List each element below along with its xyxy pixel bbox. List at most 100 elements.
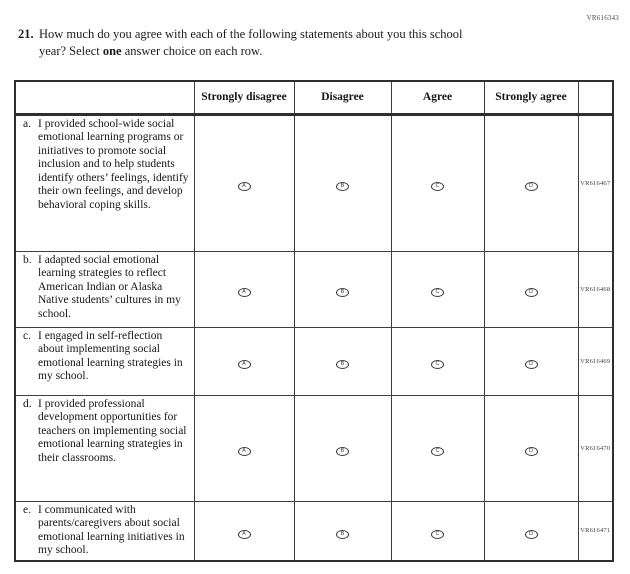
answer-bubble-strongly-disagree[interactable]: A [237,288,251,298]
answer-bubble-strongly-agree[interactable]: D [524,447,538,457]
option-cell: D [483,113,579,252]
row-code: VR616470 [577,394,614,502]
answer-bubble-agree[interactable]: C [431,288,444,298]
option-cell: A [193,500,295,562]
option-cell: C [390,113,485,252]
bubble-letter: C [435,289,440,295]
statement-cell: d. I provided professional development o… [14,394,195,502]
bubble-letter: B [340,361,345,367]
answer-bubble-disagree[interactable]: B [336,360,349,370]
statement-text: I provided school-wide social emotional … [38,117,189,212]
option-cell: C [390,326,485,396]
answer-bubble-strongly-disagree[interactable]: A [237,530,251,539]
statement-column-header [14,80,195,116]
statement-text: I adapted social emotional learning stra… [38,253,181,320]
bubble-letter: C [435,361,440,367]
statement-text: I engaged in self-reflection about imple… [38,329,183,383]
question-line2-post: answer choice on each row. [121,43,263,58]
page-corner-code: VR616343 [586,14,619,22]
statement-text: I communicated with parents/caregivers a… [38,503,185,557]
answer-bubble-strongly-agree[interactable]: D [524,182,538,192]
row-code: VR616468 [577,250,614,328]
row-code: VR616469 [577,326,614,396]
answer-bubble-strongly-disagree[interactable]: A [237,360,251,370]
code-column-header [577,80,614,116]
option-cell: D [483,500,579,562]
row-code: VR616467 [577,113,614,252]
column-header-strongly-agree: Strongly agree [483,80,579,116]
header-row: Strongly disagree Disagree Agree Strongl… [14,80,614,116]
option-cell: A [193,326,295,396]
bubble-letter: A [242,530,246,537]
answer-bubble-agree[interactable]: C [431,447,444,457]
bubble-letter: B [340,183,345,189]
bubble-letter: A [242,183,246,189]
option-cell: B [293,250,392,328]
option-cell: A [193,250,295,328]
answer-bubble-strongly-agree[interactable]: D [524,288,538,298]
option-cell: B [293,113,392,252]
answer-bubble-disagree[interactable]: B [336,530,349,539]
answer-bubble-agree[interactable]: C [431,182,444,192]
answer-bubble-disagree[interactable]: B [336,182,349,192]
answer-bubble-strongly-agree[interactable]: D [524,360,538,370]
column-header-agree: Agree [390,80,485,116]
answer-bubble-agree[interactable]: C [431,530,444,539]
answer-bubble-strongly-disagree[interactable]: A [237,447,251,457]
column-header-disagree: Disagree [293,80,392,116]
answer-bubble-agree[interactable]: C [431,360,444,370]
option-cell: B [293,326,392,396]
bubble-letter: A [242,448,246,454]
option-cell: A [193,113,295,252]
option-cell: D [483,250,579,328]
bubble-letter: C [435,530,440,537]
option-cell: A [193,394,295,502]
table-row-c: c. I engaged in self-reflection about im… [14,326,614,396]
table-row-d: d. I provided professional development o… [14,394,614,502]
option-cell: D [483,326,579,396]
answer-bubble-disagree[interactable]: B [336,447,349,457]
option-cell: B [293,500,392,562]
bubble-letter: B [340,448,345,454]
statement-cell: e. I communicated with parents/caregiver… [14,500,195,562]
row-letter: b. [23,253,32,266]
row-letter: d. [23,397,32,410]
statement-cell: b. I adapted social emotional learning s… [14,250,195,328]
agreement-matrix-table: Strongly disagree Disagree Agree Strongl… [14,80,614,562]
bubble-letter: D [529,183,533,189]
bubble-letter: D [529,530,533,537]
answer-bubble-strongly-disagree[interactable]: A [237,182,251,192]
row-code: VR616471 [577,500,614,562]
bubble-letter: D [529,289,533,295]
question-text: How much do you agree with each of the f… [39,26,563,59]
question-line1: How much do you agree with each of the f… [39,27,463,41]
option-cell: C [390,394,485,502]
statement-text: I provided professional development oppo… [38,397,187,464]
bubble-letter: B [340,289,345,295]
option-cell: C [390,250,485,328]
option-cell: C [390,500,485,562]
option-cell: D [483,394,579,502]
statement-cell: c. I engaged in self-reflection about im… [14,326,195,396]
bubble-letter: D [529,361,533,367]
answer-bubble-disagree[interactable]: B [336,288,349,298]
row-letter: e. [23,503,31,516]
question-line2-pre: year? Select [39,43,103,58]
row-letter: a. [23,117,31,130]
table-row-a: a. I provided school-wide social emotion… [14,113,614,252]
bubble-letter: C [435,183,440,189]
bubble-letter: A [242,289,246,295]
question-line2-bold: one [102,43,122,58]
answer-bubble-strongly-agree[interactable]: D [524,530,538,539]
row-letter: c. [23,329,31,342]
option-cell: B [293,394,392,502]
question-number: 21. [18,27,34,41]
question-21: 21. How much do you agree with each of t… [18,26,563,59]
table-row-e: e. I communicated with parents/caregiver… [14,500,614,562]
table-row-b: b. I adapted social emotional learning s… [14,250,614,328]
statement-cell: a. I provided school-wide social emotion… [14,113,195,252]
bubble-letter: A [242,361,246,367]
bubble-letter: B [340,530,345,537]
bubble-letter: C [435,448,440,454]
bubble-letter: D [529,448,533,454]
